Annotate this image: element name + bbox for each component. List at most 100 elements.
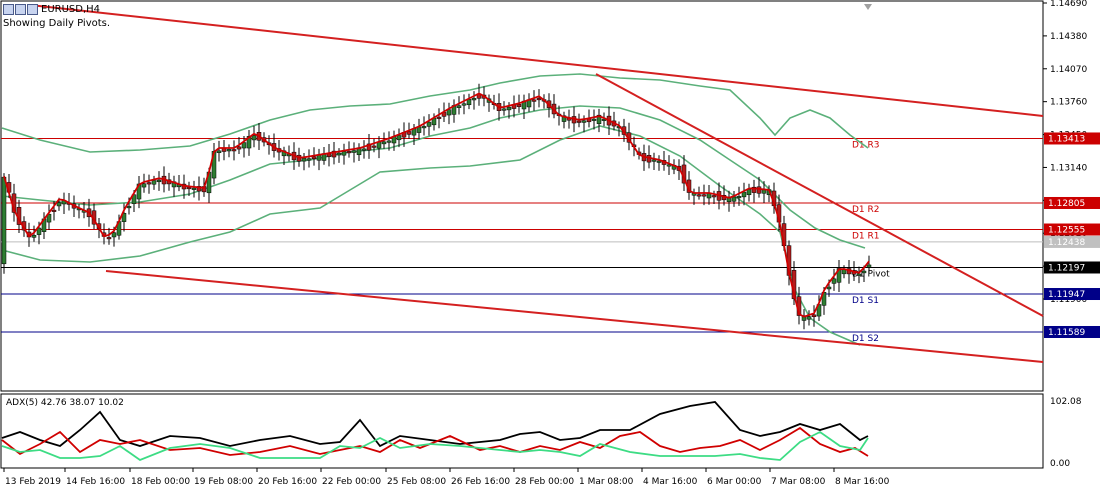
candle-body — [311, 156, 317, 160]
candle-body — [186, 187, 192, 190]
main-plot-frame — [0, 0, 1044, 392]
time-axis-label: 8 Mar 16:00 — [835, 477, 890, 487]
candle-body — [561, 115, 567, 122]
pivot-label-r1: D1 R1 — [852, 232, 880, 242]
indicator-subtitle: Showing Daily Pivots. — [3, 18, 111, 29]
pivot-label-s2: D1 S2 — [852, 334, 879, 344]
price-axis-label: 1.13760 — [1050, 98, 1087, 108]
candle-body — [856, 273, 862, 276]
candle-body — [736, 196, 742, 199]
candle-body — [31, 235, 37, 238]
candle-body — [56, 202, 62, 207]
candle-body — [866, 264, 872, 268]
moving-average-line — [3, 92, 870, 318]
candle-body — [106, 237, 112, 240]
candle-body — [506, 106, 512, 111]
candle-body — [831, 278, 837, 284]
price-axis-label: 1.13140 — [1050, 163, 1087, 173]
pivot-price-value-pivot: 1.12197 — [1048, 263, 1085, 273]
candle-body — [406, 131, 412, 135]
candle-body — [121, 212, 127, 222]
line-chart-icon[interactable] — [27, 3, 38, 15]
candle-body — [241, 142, 247, 149]
adx-main-line — [1, 401, 869, 448]
time-axis-label: 6 Mar 00:00 — [707, 477, 762, 487]
trendline-descending — [595, 73, 1044, 317]
pivot-label-s1: D1 S1 — [852, 296, 879, 306]
candle-body — [741, 191, 747, 198]
candle-body — [576, 120, 582, 123]
candle-body — [711, 195, 717, 198]
price-axis-label: 1.14070 — [1050, 65, 1087, 75]
candle-body — [861, 270, 867, 274]
bollinger-lower-line — [1, 125, 861, 346]
candle-body — [111, 232, 117, 238]
candle-body — [386, 140, 392, 143]
time-axis-label: 4 Mar 16:00 — [643, 477, 698, 487]
chart-header: EURUSD,H4 Showing Daily Pivots. — [3, 2, 110, 29]
time-axis-label: 18 Feb 00:00 — [131, 477, 190, 487]
symbol-timeframe: EURUSD,H4 — [41, 3, 101, 15]
candle-body — [501, 108, 507, 111]
chart-type-icons[interactable] — [3, 3, 38, 15]
candle-body — [731, 196, 737, 202]
candle-body — [141, 183, 147, 188]
candle-body — [456, 105, 462, 108]
pivot-price-tag-s1 — [1044, 288, 1100, 301]
pivot-price-tag-r2 — [1044, 196, 1100, 209]
pivot-price-value-r3: 1.13413 — [1048, 134, 1085, 144]
trendline-upper — [29, 4, 1044, 117]
candle-body — [471, 98, 477, 101]
candle-body — [156, 179, 162, 183]
candle-body — [656, 160, 662, 163]
pivot-label-pivot: D1 Pivot — [852, 269, 890, 279]
candle-body — [581, 120, 587, 123]
candle-body — [696, 194, 702, 197]
pivot-price-tag-pivot — [1044, 261, 1100, 274]
candle-chart-icon[interactable] — [15, 3, 26, 15]
time-axis-label: 13 Feb 2019 — [5, 477, 61, 487]
candle-body — [216, 150, 222, 153]
candle-body — [151, 180, 157, 185]
pivot-price-value-s2: 1.11589 — [1048, 328, 1085, 338]
time-axis-label: 26 Feb 16:00 — [451, 477, 510, 487]
candle-body — [301, 158, 307, 162]
candle-body — [756, 186, 762, 194]
candle-body — [251, 135, 257, 141]
adx-axis-bottom: 0.00 — [1050, 459, 1070, 469]
time-axis-label: 28 Feb 00:00 — [515, 477, 574, 487]
price-axis-label: 1.14690 — [1050, 0, 1087, 9]
time-axis-label: 25 Feb 08:00 — [387, 477, 446, 487]
candle-body — [596, 114, 602, 125]
time-axis-label: 19 Feb 08:00 — [194, 477, 253, 487]
candle-body — [126, 206, 132, 209]
candle-body — [806, 316, 812, 320]
candle-body — [231, 149, 237, 152]
candle-body — [751, 186, 757, 193]
adx-axis-top: 102.08 — [1050, 397, 1082, 407]
trendline-lower — [105, 270, 1044, 363]
candle-body — [336, 152, 342, 156]
candle-body — [246, 136, 252, 149]
candle-body — [331, 150, 337, 158]
indicator-plot-frame — [0, 393, 1044, 469]
current-price-tag — [1044, 235, 1100, 248]
candle-body — [666, 164, 672, 167]
bar-chart-icon[interactable] — [3, 3, 14, 15]
candle-body — [351, 150, 357, 153]
time-axis-label: 1 Mar 08:00 — [579, 477, 634, 487]
time-axis-label: 20 Feb 16:00 — [258, 477, 317, 487]
candle-body — [146, 182, 152, 185]
candle-body — [426, 121, 432, 127]
candle-body — [306, 158, 312, 161]
time-axis-label: 7 Mar 08:00 — [771, 477, 826, 487]
candle-body — [36, 227, 42, 235]
candle-body — [236, 146, 242, 150]
time-axis-label: 22 Feb 00:00 — [322, 477, 381, 487]
candle-body — [421, 126, 427, 129]
candle-body — [516, 104, 522, 107]
candle-body — [651, 159, 657, 162]
adx-label: ADX(5) 42.76 38.07 10.02 — [6, 398, 124, 408]
